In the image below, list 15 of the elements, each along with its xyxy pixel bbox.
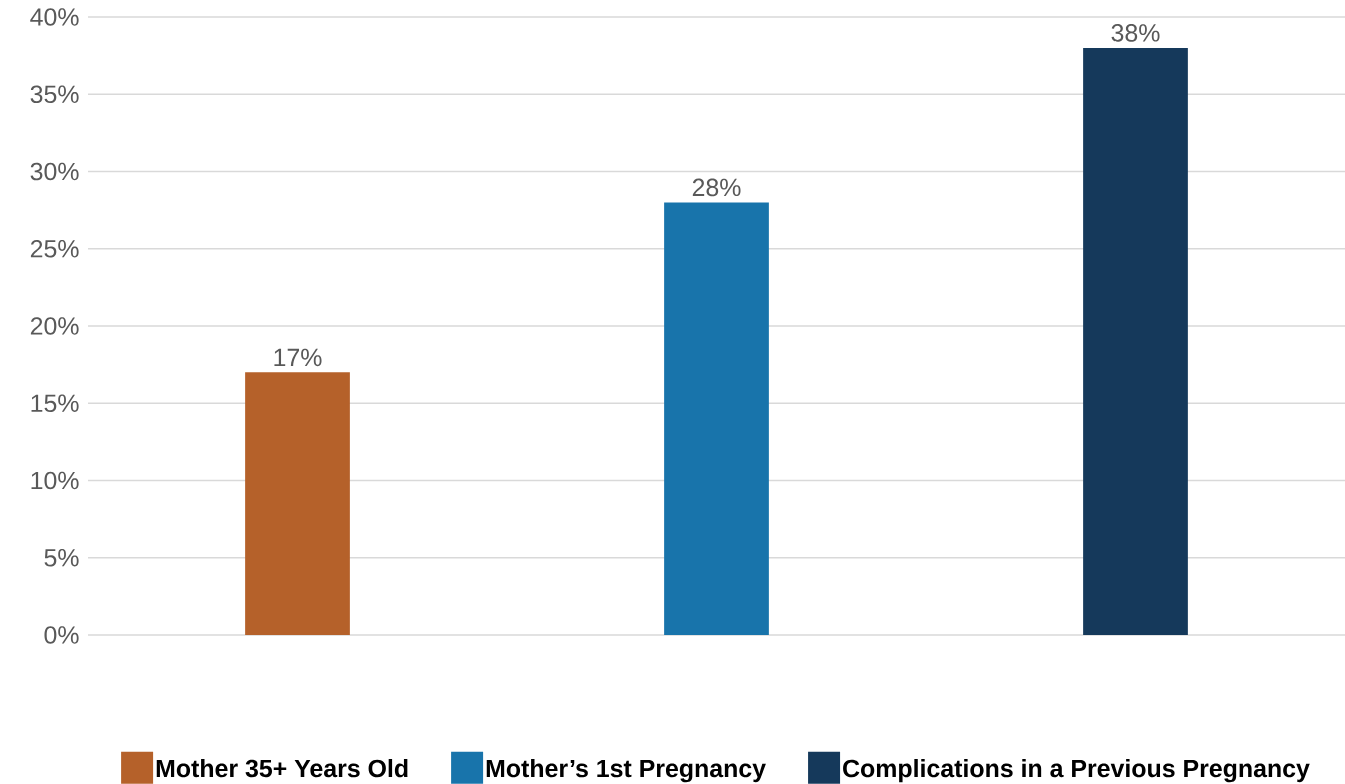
legend-label: Mother 35+ Years Old [156,758,408,778]
data-label: 17% [274,348,322,367]
y-tick-label: 10% [31,471,79,490]
data-label: 28% [692,178,741,197]
data-label: 38% [1111,24,1160,42]
y-tick-label: 25% [30,239,79,258]
legend-label: Complications in a Previous Pregnancy [843,758,1310,783]
y-tick-label: 0% [44,626,79,644]
y-tick-label: 5% [44,548,79,567]
y-tick-label: 20% [30,317,79,335]
y-tick-label: 40% [30,8,79,26]
y-tick-label: 15% [31,394,79,413]
y-tick-label: 35% [30,85,79,104]
y-tick-label: 30% [30,162,79,181]
legend-label: Mother’s 1st Pregnancy [486,758,766,783]
